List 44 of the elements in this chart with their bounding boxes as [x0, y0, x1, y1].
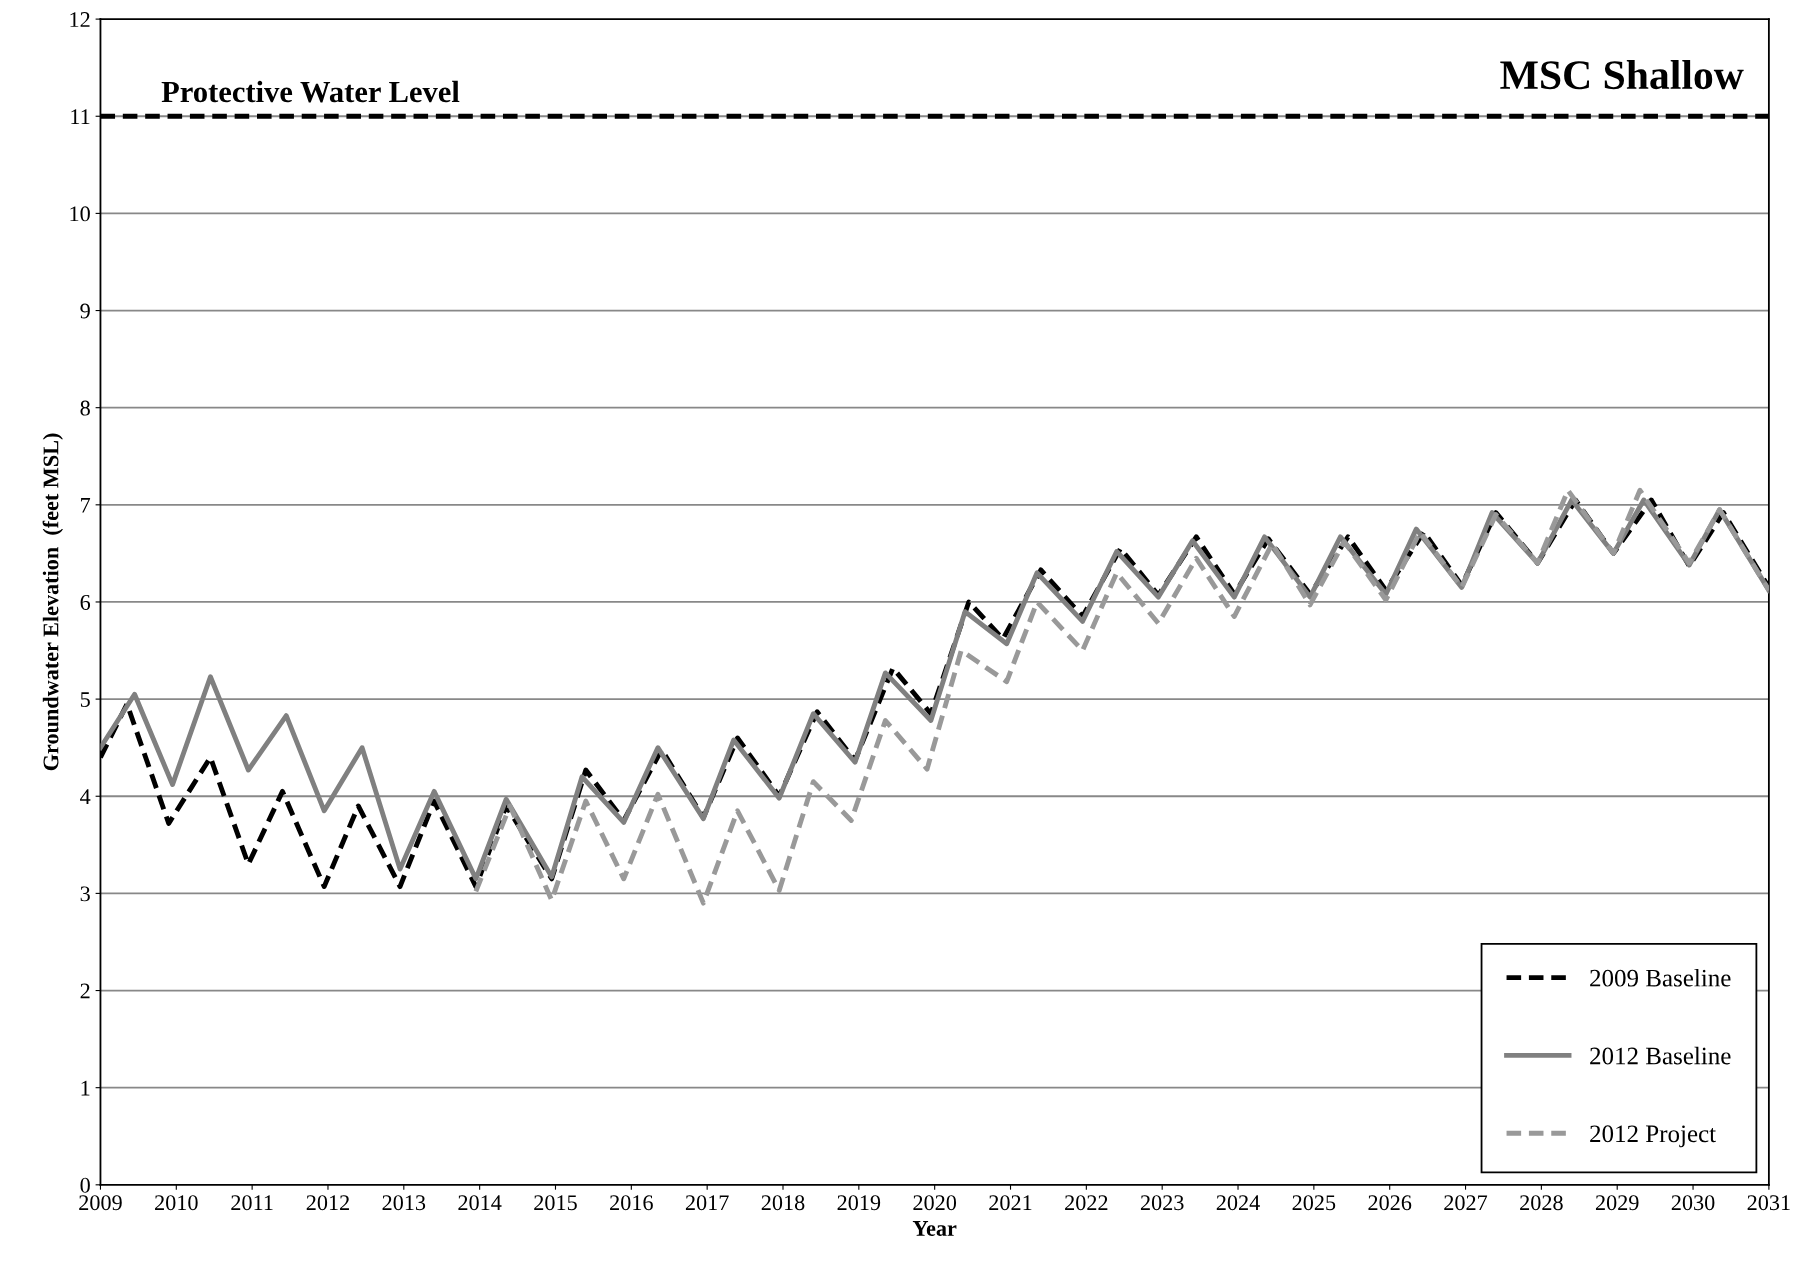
- line-series: [473, 487, 1769, 906]
- x-tick-label: 2027: [1444, 1195, 1488, 1211]
- text: MSC Shallow: [1500, 59, 1744, 90]
- ref-line-label: Protective Water Level: [161, 80, 460, 103]
- y-tick-label: 2: [80, 983, 90, 999]
- legend-label: 2012 Project: [1590, 1125, 1716, 1148]
- x-tick-label: 2016: [610, 1195, 653, 1211]
- y-tick-label: 8: [80, 400, 90, 416]
- y-tick-label: 10: [70, 206, 90, 222]
- x-tick-label: 2020: [913, 1195, 957, 1211]
- y-tick-label: 7: [81, 497, 91, 513]
- x-tick-label: 2025: [1292, 1195, 1336, 1211]
- y-tick-label: 3: [80, 886, 90, 902]
- y-tick-label: 1: [81, 1080, 90, 1096]
- x-tick-label: 2031: [1747, 1195, 1790, 1211]
- x-tick-label: 2030: [1671, 1195, 1715, 1211]
- y-tick-label: 6: [80, 594, 91, 610]
- x-tick-label: 2013: [382, 1195, 426, 1211]
- x-tick-label: 2023: [1140, 1195, 1184, 1211]
- x-tick-label: 2011: [231, 1195, 273, 1211]
- legend-label: 2012 Baseline: [1590, 1046, 1731, 1065]
- y-tick-label: 11: [71, 109, 90, 124]
- x-tick-label: 2019: [837, 1195, 881, 1211]
- x-tick-label: 2026: [1368, 1195, 1412, 1211]
- y-tick-label: 0: [80, 1177, 90, 1193]
- x-tick-label: 2024: [1216, 1195, 1260, 1211]
- x-tick-label: 2015: [534, 1195, 577, 1211]
- x-tick-label: 2021: [989, 1195, 1032, 1211]
- legend-label: 2009 Baseline: [1590, 969, 1731, 987]
- y-tick-label: 12: [70, 12, 90, 27]
- x-tick-label: 2028: [1520, 1195, 1563, 1211]
- y-tick-label: 5: [80, 692, 90, 708]
- x-tick-label: 2012: [306, 1195, 349, 1211]
- x-tick-label: 2022: [1065, 1195, 1108, 1211]
- x-axis-title: Year: [912, 1221, 957, 1236]
- x-tick-label: 2010: [155, 1195, 198, 1211]
- y-tick-label: 4: [80, 789, 91, 804]
- y-axis-title: Groundwater Elevation (feet MSL): [42, 433, 63, 771]
- x-tick-label: 2009: [79, 1195, 122, 1211]
- x-tick-label: 2029: [1595, 1195, 1639, 1211]
- x-tick-label: 2014: [458, 1195, 502, 1211]
- x-tick-label: 2017: [685, 1195, 729, 1211]
- x-tick-label: 2018: [761, 1195, 805, 1211]
- y-tick-label: 9: [80, 303, 90, 319]
